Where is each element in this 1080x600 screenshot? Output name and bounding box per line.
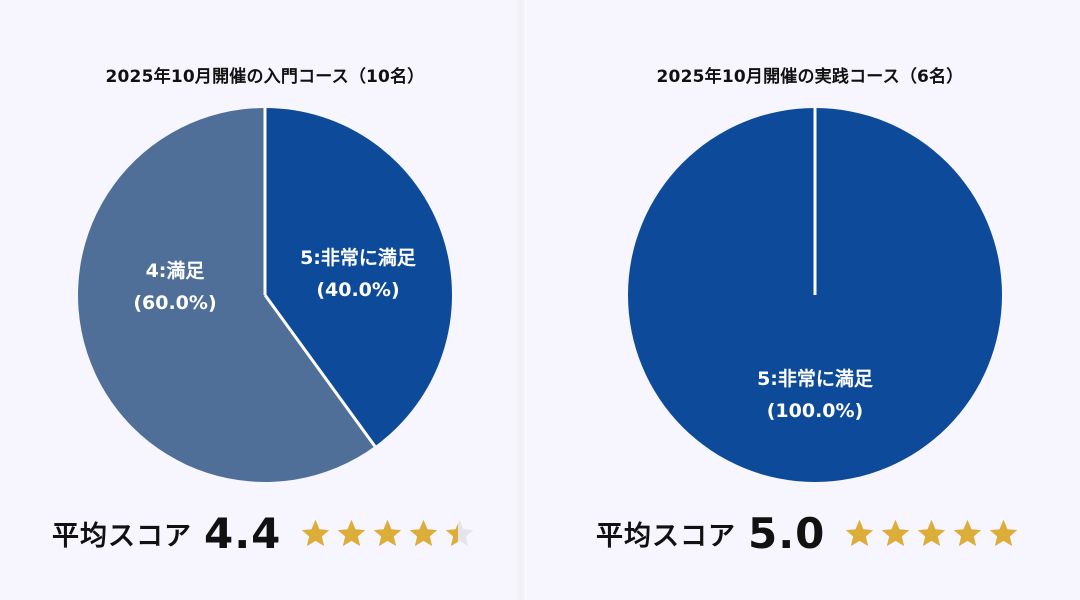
- star-full-icon: [918, 519, 946, 546]
- star-full-icon: [954, 519, 982, 546]
- slice-separator: [263, 294, 377, 448]
- intro-course-panel: 2025年10月開催の入門コース（10名） 4:満足 (60.0%) 5:非常に…: [52, 67, 476, 561]
- score-value: 4.4: [204, 508, 282, 558]
- slice-pct-satisfied: (60.0%): [133, 292, 216, 314]
- slice-label-satisfied: 4:満足: [146, 260, 206, 282]
- star-full-icon: [374, 519, 402, 546]
- score-label: 平均スコア: [52, 520, 192, 552]
- star-full-icon: [338, 519, 366, 546]
- slice-pct-very-satisfied: (40.0%): [316, 279, 399, 301]
- score-value: 5.0: [748, 508, 826, 558]
- star-full-icon: [846, 519, 874, 546]
- star-rating: [299, 517, 476, 550]
- chart-title: 2025年10月開催の入門コース（10名）: [105, 67, 425, 87]
- star-full-icon: [882, 519, 910, 546]
- pie-slice-very-satisfied[interactable]: [265, 108, 453, 447]
- chart-title: 2025年10月開催の実践コース（6名）: [656, 67, 964, 87]
- star-full-icon: [410, 519, 438, 546]
- pie-slice-satisfied[interactable]: [78, 108, 375, 482]
- pie-chart-intro-course: 4:満足 (60.0%) 5:非常に満足 (40.0%): [78, 108, 453, 482]
- star-full-icon: [990, 519, 1018, 546]
- average-score: 平均スコア 5.0: [596, 505, 1020, 561]
- star-rating: [843, 517, 1020, 550]
- slice-label-very-satisfied: 5:非常に満足: [300, 246, 417, 269]
- average-score: 平均スコア 4.4: [52, 505, 476, 561]
- slice-pct-very-satisfied: (100.0%): [767, 400, 864, 422]
- pie-chart-practical-course: 5:非常に満足 (100.0%): [628, 108, 1002, 482]
- score-label: 平均スコア: [596, 520, 736, 552]
- star-partial-icon: [446, 519, 474, 546]
- panel-divider: [515, 0, 527, 600]
- star-full-icon: [302, 519, 330, 546]
- slice-label-very-satisfied: 5:非常に満足: [757, 367, 874, 390]
- practical-course-panel: 2025年10月開催の実践コース（6名） 5:非常に満足 (100.0%) 平均…: [540, 0, 1080, 600]
